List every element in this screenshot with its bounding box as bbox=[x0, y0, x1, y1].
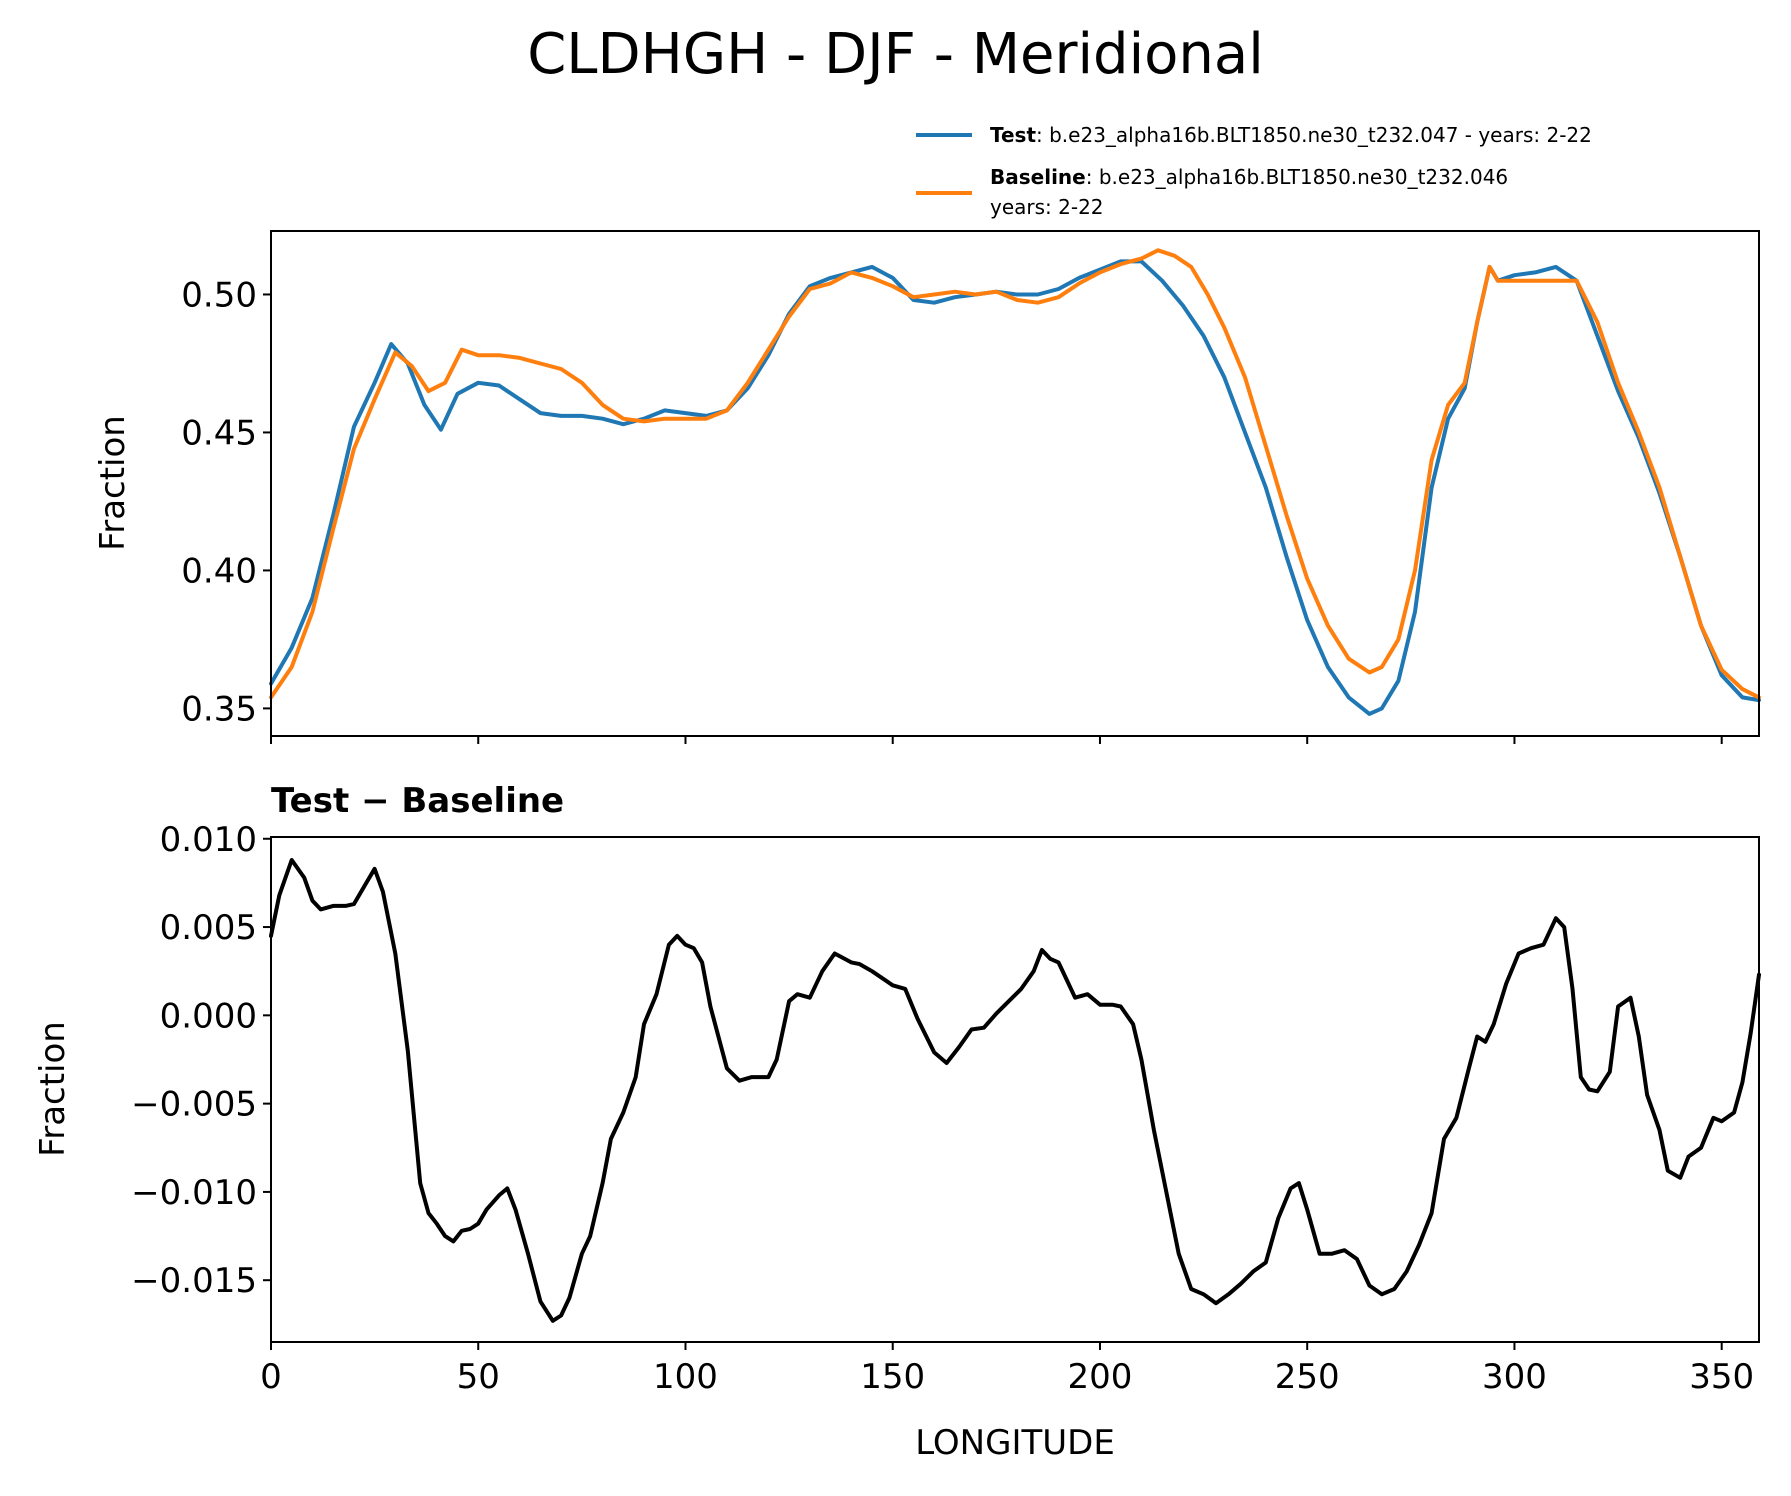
bottom-panel: Test − Baseline 0.010 0.005 0.000 −0.005 −0.… bbox=[33, 781, 1761, 1463]
bottom-xtick-label: 200 bbox=[1068, 1357, 1133, 1397]
bottom-xtick-label: 50 bbox=[457, 1357, 500, 1397]
legend-test-desc: : b.e23_alpha16b.BLT1850.ne30_t232.047 -… bbox=[1036, 123, 1592, 147]
top-series-baseline bbox=[269, 248, 1761, 700]
top-ytick-label: 0.50 bbox=[181, 275, 257, 315]
legend-baseline-desc: : b.e23_alpha16b.BLT1850.ne30_t232.046 bbox=[1086, 165, 1508, 189]
bottom-ytick-label: 0.000 bbox=[160, 996, 257, 1036]
top-ytick-label: 0.40 bbox=[181, 551, 257, 591]
bottom-ytick-label: 0.005 bbox=[160, 908, 257, 948]
legend-test-name: Test bbox=[990, 123, 1036, 147]
top-ytick-label: 0.35 bbox=[181, 689, 257, 729]
bottom-panel-xlabel: LONGITUDE bbox=[915, 1423, 1115, 1463]
bottom-panel-frame bbox=[270, 836, 1760, 1343]
bottom-xtick-label: 350 bbox=[1689, 1357, 1754, 1397]
bottom-series-test-baseline bbox=[269, 858, 1761, 1323]
top-panel-frame bbox=[270, 230, 1760, 737]
bottom-xtick-label: 250 bbox=[1275, 1357, 1340, 1397]
bottom-xtick-label: 300 bbox=[1482, 1357, 1547, 1397]
legend: Test: b.e23_alpha16b.BLT1850.ne30_t232.0… bbox=[916, 123, 1592, 219]
legend-baseline-desc2: years: 2-22 bbox=[990, 195, 1104, 219]
bottom-xtick-label: 100 bbox=[653, 1357, 718, 1397]
bottom-ytick-label: −0.015 bbox=[131, 1261, 257, 1301]
bottom-panel-ylabel: Fraction bbox=[33, 1021, 73, 1157]
legend-baseline-name: Baseline bbox=[990, 165, 1086, 189]
bottom-xtick-label: 150 bbox=[860, 1357, 925, 1397]
bottom-ytick-label: −0.005 bbox=[131, 1085, 257, 1125]
top-panel-ylabel: Fraction bbox=[93, 415, 133, 551]
top-series-test bbox=[269, 259, 1761, 716]
top-panel: 0.35 0.40 0.45 0.50 Fraction bbox=[93, 230, 1761, 744]
bottom-panel-title: Test − Baseline bbox=[271, 781, 564, 821]
svg-text:Test: b.e23_alpha16b.BLT1850.n: Test: b.e23_alpha16b.BLT1850.ne30_t232.0… bbox=[990, 123, 1592, 147]
bottom-xtick-label: 0 bbox=[260, 1357, 282, 1397]
top-ytick-label: 0.45 bbox=[181, 413, 257, 453]
bottom-ytick-label: 0.010 bbox=[160, 820, 257, 860]
bottom-ytick-label: −0.010 bbox=[131, 1173, 257, 1213]
svg-text:Baseline: b.e23_alpha16b.BLT18: Baseline: b.e23_alpha16b.BLT1850.ne30_t2… bbox=[990, 165, 1508, 189]
figure-title: CLDHGH - DJF - Meridional bbox=[527, 22, 1264, 87]
